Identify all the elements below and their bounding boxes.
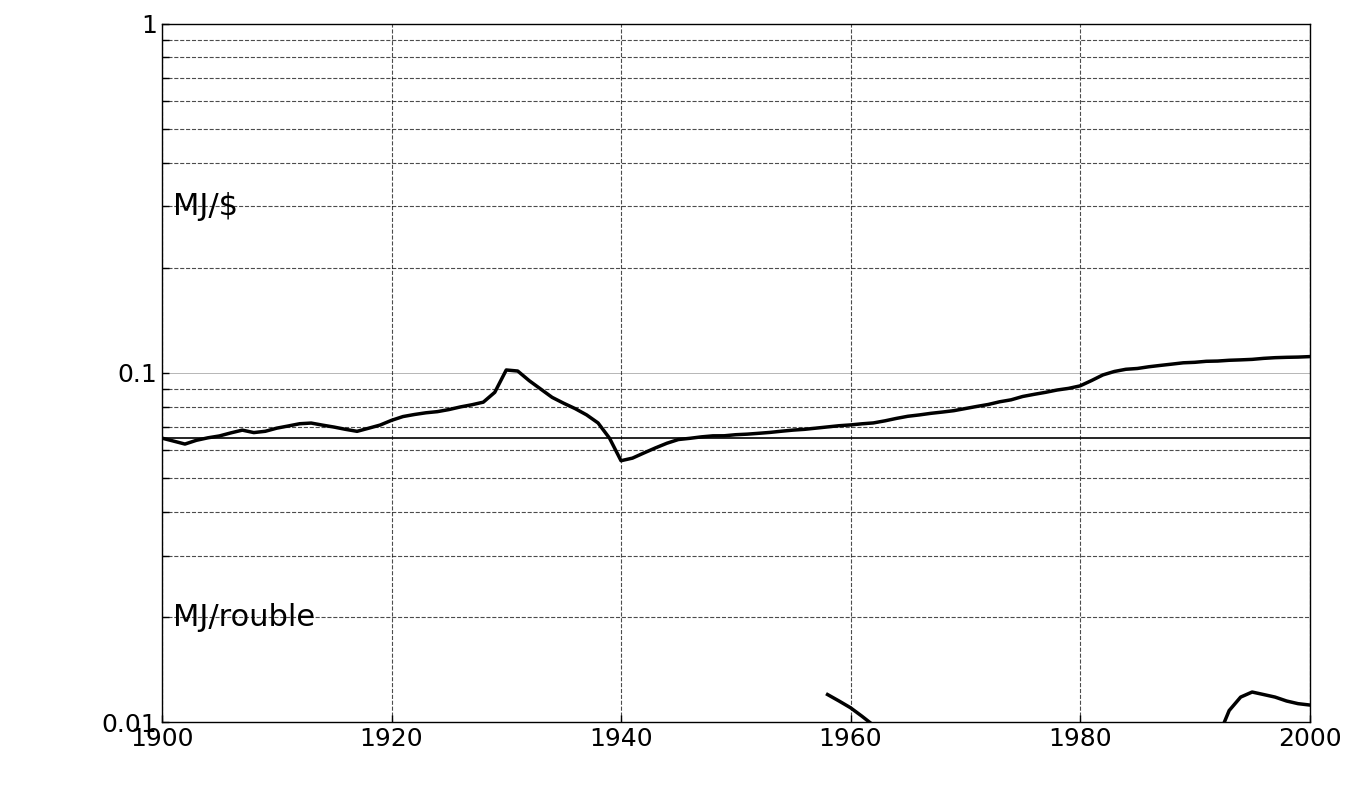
Text: MJ/rouble: MJ/rouble [173, 603, 316, 632]
Text: MJ/$: MJ/$ [173, 192, 239, 221]
